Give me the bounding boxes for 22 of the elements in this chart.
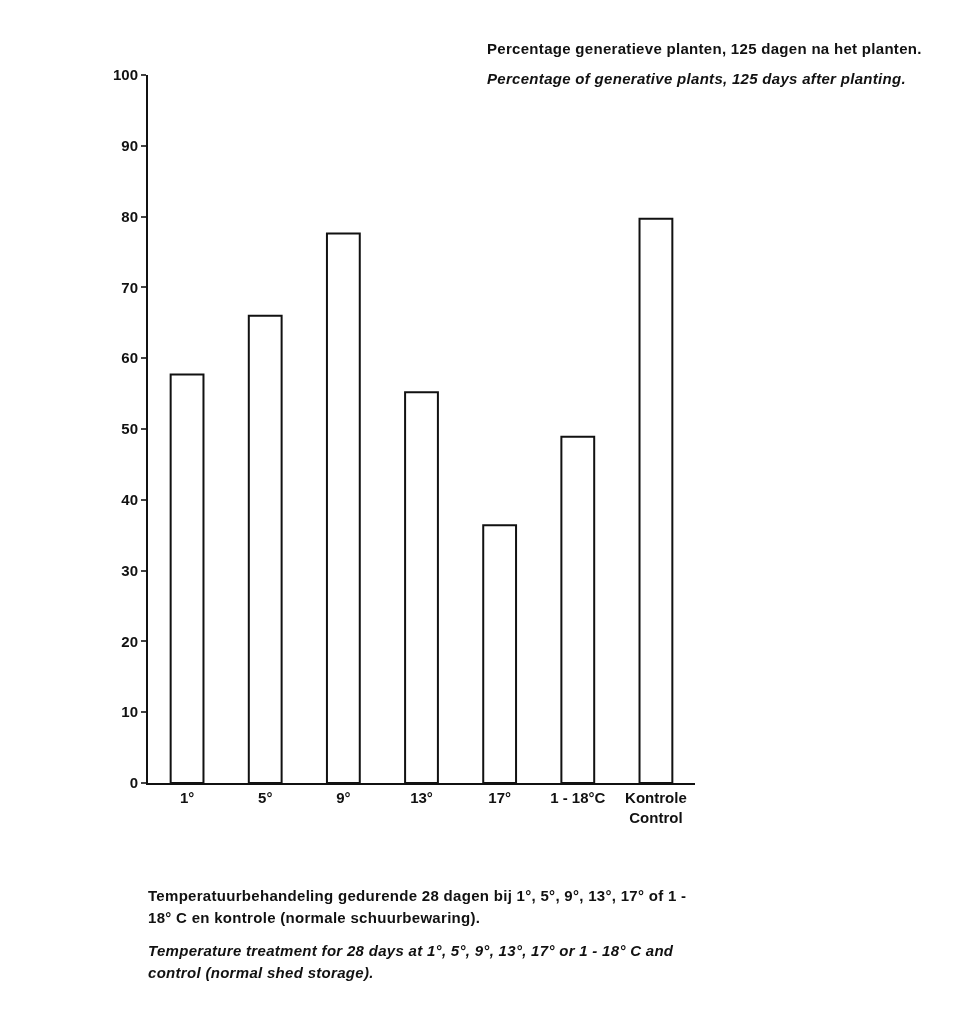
- text: Temperature treatment for 28 days at 1°, 5°, 9°, 13°, 17° or 1 - 18° C and control (normal shed storage).: [148, 941, 675, 983]
- y-tick-label: 100: [112, 66, 138, 84]
- y-tick-label: 80: [121, 207, 138, 225]
- y-tick-label: 10: [121, 703, 138, 721]
- y-tick-label: 40: [121, 491, 138, 509]
- x-tick-label: 1°: [179, 789, 195, 806]
- x-tick-label: 9°: [336, 789, 351, 806]
- x-tick-label: 5°: [258, 789, 273, 806]
- x-axis-title: Temperatuurbehandeling gedurende 28 dagen bij 1°, 5°, 9°, 13°, 17° of 1 - 18° C en kontrole (normale schuurbewaring).: [148, 886, 688, 928]
- chart-subtitle: Percentage of generative plants, 125 days after planting.: [487, 70, 906, 87]
- x-tick-label: 13°: [410, 789, 433, 806]
- y-tick-label: 30: [121, 561, 138, 579]
- x-tick-label: Kontrole Control: [625, 789, 687, 826]
- y-tick-label: 90: [121, 137, 138, 155]
- x-tick-label: 1 - 18°C: [550, 789, 606, 806]
- y-tick-label: 60: [121, 349, 138, 367]
- y-tick-label: 20: [121, 632, 138, 650]
- y-tick-label: 70: [121, 278, 138, 296]
- y-tick-label: 50: [121, 420, 138, 438]
- y-tick-label: 0: [129, 774, 138, 792]
- chart-title: Percentage generatieve planten, 125 dagen na het planten.: [487, 40, 922, 57]
- x-tick-label: 17°: [488, 789, 511, 806]
